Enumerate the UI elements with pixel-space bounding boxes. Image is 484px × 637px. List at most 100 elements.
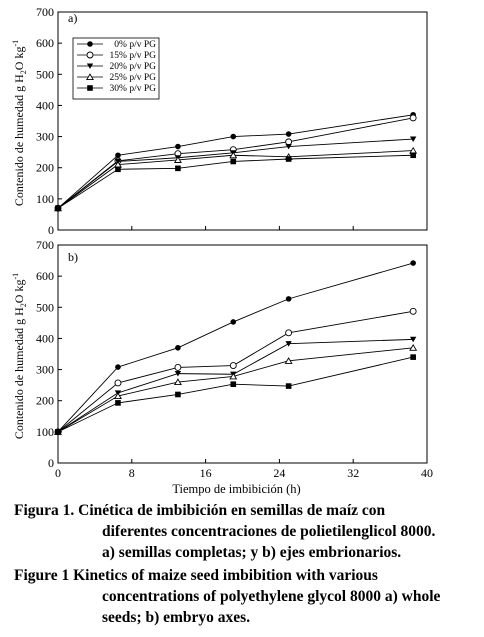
- y-tick-label: 400: [36, 331, 54, 345]
- plot-frame: [57, 244, 428, 464]
- panel-b-chart: 0 100 200 300 400 500 600 700 0 8 16 24 32 40 Contenid…: [11, 238, 433, 496]
- panel-a-chart: 0 100 200 300 400 500 600 700 Contenido de humed…: [11, 5, 428, 237]
- y-tick-label: 500: [36, 300, 54, 314]
- y-tick-label: 600: [36, 36, 54, 50]
- y-tick-label: 100: [36, 425, 54, 439]
- data-point: [230, 319, 237, 325]
- x-tick-label: 24: [273, 466, 285, 480]
- data-point: [230, 158, 237, 165]
- series-line: [57, 310, 414, 433]
- data-point: [174, 363, 182, 371]
- x-tick-label: 0: [55, 466, 61, 480]
- legend-marker: [86, 51, 94, 59]
- caption-en-text-2: concentrations of polyethylene glycol 80…: [102, 588, 441, 605]
- data-point: [410, 354, 416, 360]
- y-tick-label: 700: [36, 5, 54, 19]
- data-point: [229, 362, 237, 369]
- data-point: [115, 364, 121, 370]
- data-point: [173, 378, 182, 386]
- caption-es-text-2: diferentes concentraciones de polietilen…: [102, 523, 436, 540]
- y-tick-label: 700: [36, 238, 54, 252]
- data-point: [229, 372, 238, 380]
- caption-es-text-1: Cinética de imbibición en semillas de ma…: [78, 502, 386, 519]
- x-tick-label: 40: [421, 466, 433, 480]
- x-tick-label: 32: [347, 466, 359, 480]
- data-point: [230, 381, 237, 388]
- y-tick-label: 400: [36, 98, 54, 112]
- legend-marker: [87, 41, 93, 47]
- series-line: [57, 150, 414, 209]
- data-point: [285, 329, 293, 337]
- y-tick-label: 500: [36, 67, 54, 81]
- caption-english: Figure 1 Kinetics of maize seed imbibiti…: [14, 565, 476, 628]
- data-point: [229, 151, 238, 159]
- caption-en-line-1: Figure 1 Kinetics of maize seed imbibiti…: [14, 565, 476, 586]
- data-point: [173, 156, 182, 163]
- legend-label: 30% p/v PG: [110, 84, 157, 94]
- series-line: [57, 356, 414, 433]
- series-line: [57, 338, 414, 433]
- data-point: [409, 114, 417, 122]
- data-point: [113, 392, 122, 400]
- data-point: [285, 138, 293, 146]
- panel-label: a): [68, 11, 77, 25]
- data-point: [230, 133, 237, 140]
- data-point: [285, 131, 292, 137]
- legend-marker: [86, 63, 94, 69]
- caption-en-text-3: seeds; b) embryo axes.: [102, 609, 251, 626]
- data-point: [410, 260, 416, 266]
- data-point: [410, 152, 416, 159]
- series-line: [57, 154, 414, 209]
- x-tick-label: 16: [200, 466, 212, 480]
- y-axis-label: Contenido de humedad g H2O kg-1: [11, 273, 28, 439]
- legend-label: 25% p/v PG: [110, 73, 157, 83]
- data-point: [175, 165, 181, 172]
- data-point: [115, 400, 121, 406]
- y-tick-label: 300: [36, 130, 54, 144]
- data-point: [285, 341, 292, 347]
- data-point: [114, 379, 122, 387]
- data-point: [55, 205, 61, 211]
- data-point: [285, 143, 292, 150]
- x-tick-label: 8: [129, 466, 135, 480]
- legend-marker: [87, 85, 93, 91]
- series-line: [57, 114, 414, 209]
- caption-spanish: Figura 1. Cinética de imbibición en semi…: [14, 500, 476, 563]
- caption-es-text-3: a) semillas completas; y b) ejes embrion…: [102, 544, 402, 561]
- caption-en-text-1: Kinetics of maize seed imbibition with v…: [73, 567, 378, 584]
- y-tick-label: 600: [36, 269, 54, 283]
- plot-frame: [57, 11, 428, 231]
- caption-es-line-1: Figura 1. Cinética de imbibición en semi…: [14, 500, 476, 521]
- data-point: [409, 336, 417, 343]
- data-point: [175, 391, 181, 398]
- data-point: [115, 152, 121, 159]
- data-point: [55, 429, 61, 435]
- y-tick-label: 200: [36, 161, 54, 175]
- data-point: [285, 383, 292, 389]
- caption-en-lead: Figure 1: [14, 567, 70, 584]
- data-point: [284, 357, 293, 364]
- y-tick-label: 100: [36, 192, 54, 206]
- data-point: [285, 156, 292, 162]
- x-axis-label: Tiempo de imbibición (h): [172, 482, 300, 496]
- data-point: [409, 344, 418, 351]
- series-line: [57, 138, 414, 209]
- data-point: [115, 166, 121, 173]
- legend-label: 0% p/v PG: [114, 40, 156, 50]
- y-tick-label: 0: [48, 223, 54, 237]
- data-point: [409, 307, 417, 315]
- legend-marker: [86, 73, 94, 81]
- data-point: [409, 136, 417, 142]
- data-point: [174, 371, 182, 377]
- y-tick-label: 0: [48, 456, 54, 470]
- data-point: [175, 344, 181, 351]
- y-tick-label: 200: [36, 394, 54, 408]
- data-point: [285, 296, 292, 302]
- panel-label: b): [68, 250, 78, 264]
- legend-label: 20% p/v PG: [110, 62, 157, 72]
- series-line: [57, 347, 414, 433]
- caption-es-lead: Figura 1.: [14, 502, 75, 519]
- data-point: [175, 143, 181, 150]
- series-line: [57, 262, 414, 433]
